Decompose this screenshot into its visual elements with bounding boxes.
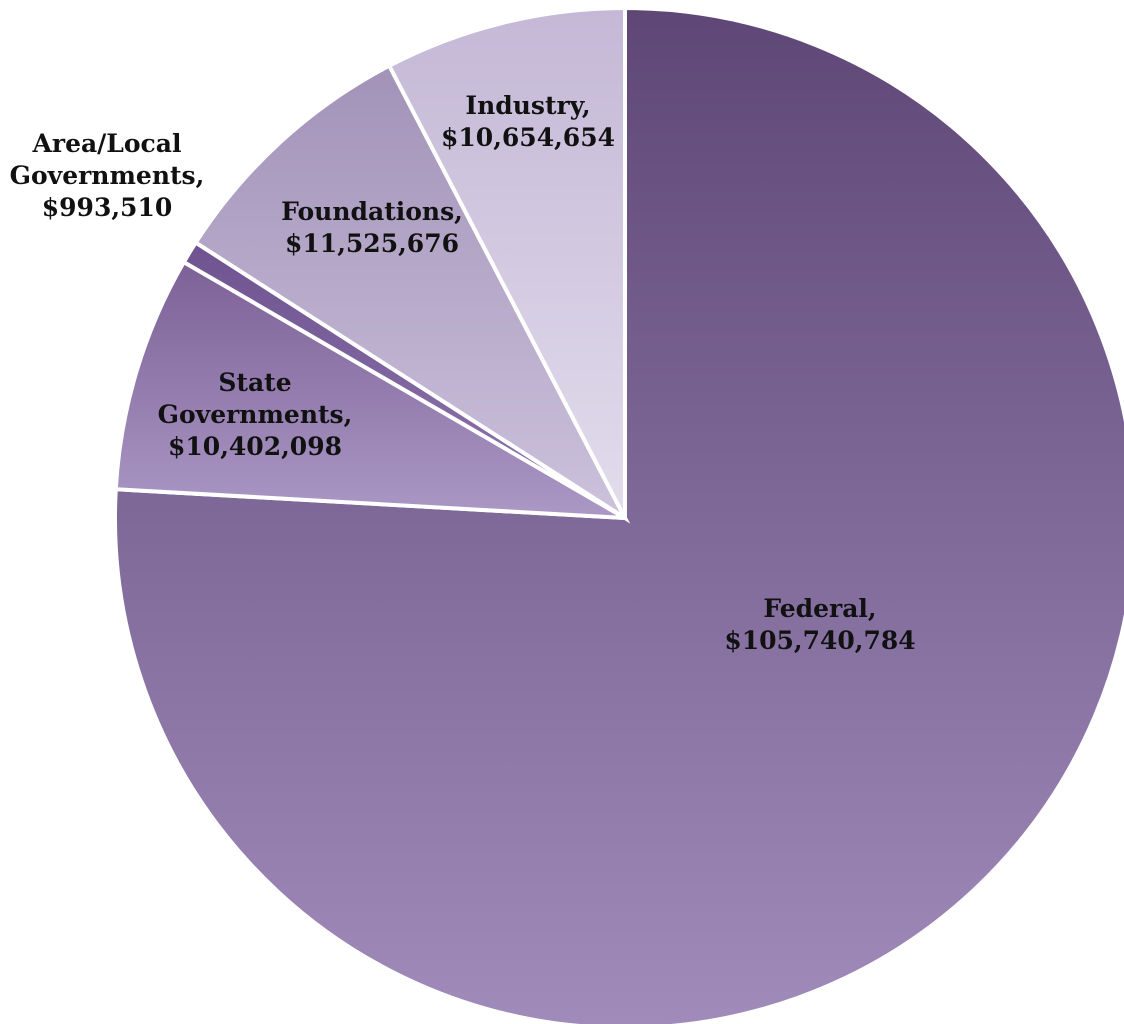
label-line: $10,402,098 <box>168 432 342 461</box>
label-line: Governments, <box>158 400 353 429</box>
slice-foundations <box>192 63 631 524</box>
label-line: $10,654,654 <box>441 123 615 152</box>
label-line: Area/Local <box>32 129 182 158</box>
label-line: State <box>218 368 291 397</box>
label-line: Governments, <box>10 161 205 190</box>
label-federal: Federal, $105,740,784 <box>724 594 915 655</box>
label-line: Federal, <box>763 594 876 623</box>
slice-industry <box>386 5 627 519</box>
label-state-governments: State Governments, $10,402,098 <box>158 368 353 461</box>
label-line: $11,525,676 <box>285 229 459 258</box>
label-line: Foundations, <box>281 197 463 226</box>
label-line: Industry, <box>465 91 590 120</box>
slice-federal <box>113 5 1124 1024</box>
label-area-local-governments: Area/Local Governments, $993,510 <box>10 129 205 222</box>
pie-labels: Federal, $105,740,784 State Governments, $10… <box>10 91 916 655</box>
label-line: $105,740,784 <box>724 626 915 655</box>
label-industry: Industry, $10,654,654 <box>441 91 615 152</box>
pie-slices <box>113 5 1124 1024</box>
label-line: $993,510 <box>42 193 172 222</box>
label-foundations: Foundations, $11,525,676 <box>281 197 463 258</box>
slice-state-governments <box>113 259 627 520</box>
